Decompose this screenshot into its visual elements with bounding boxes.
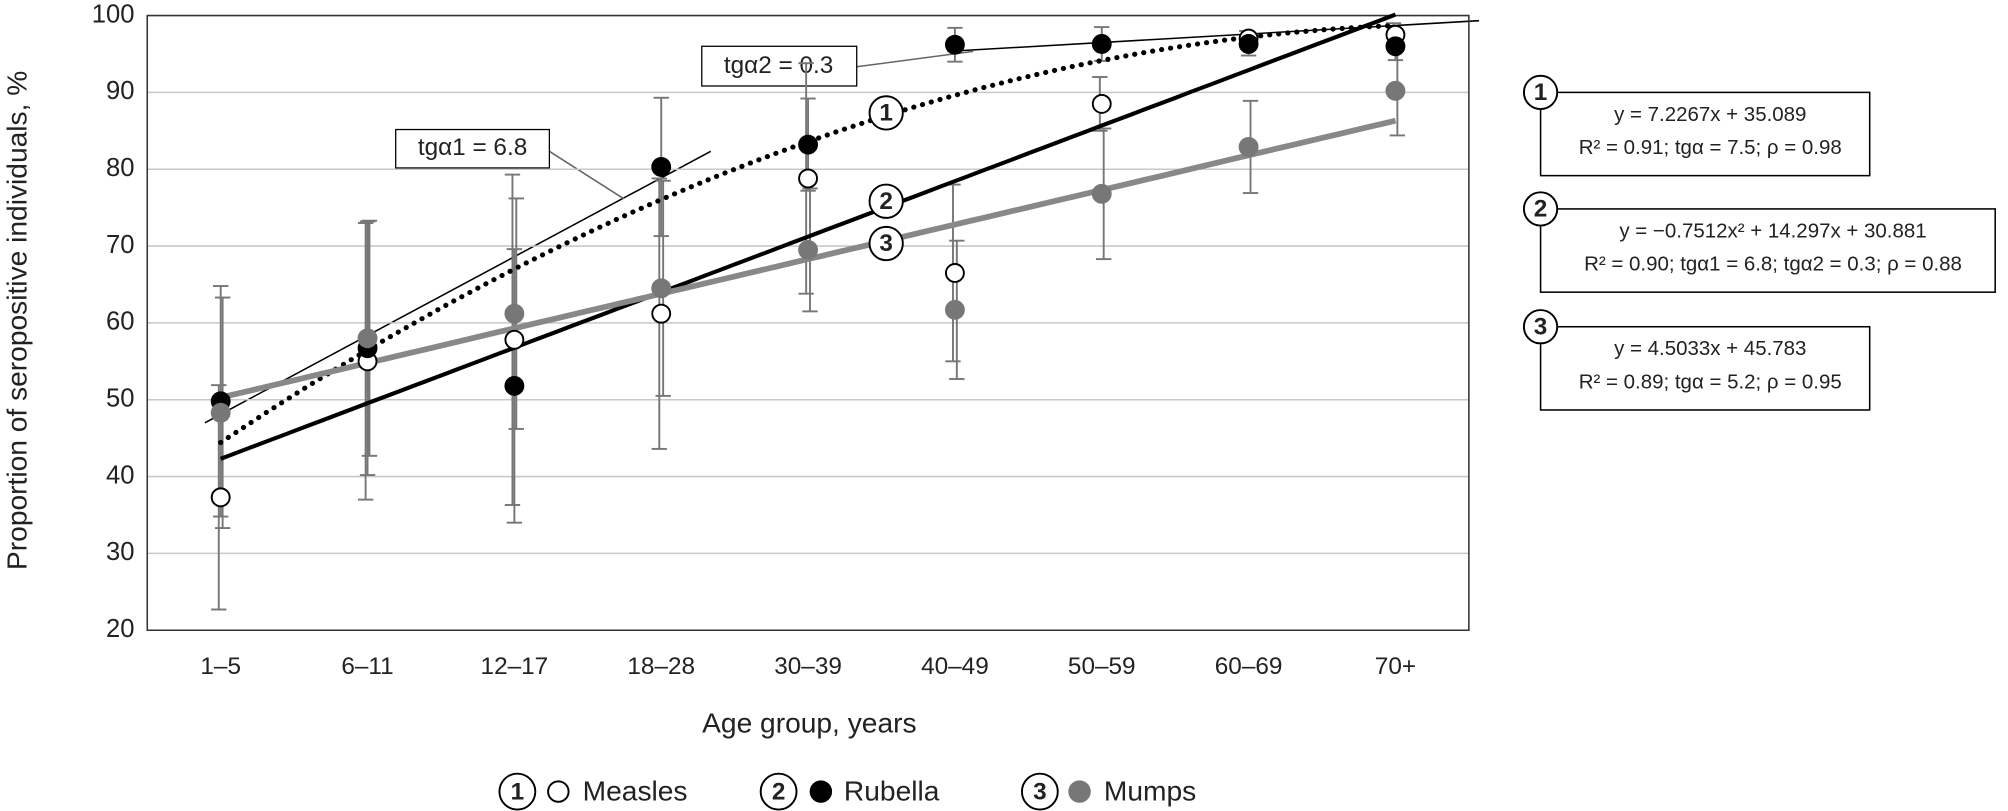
- equation: y = 4.5033x + 45.783: [1614, 337, 1806, 360]
- tangent-line: [204, 150, 712, 424]
- data-point: [210, 487, 231, 508]
- x-tick-label: 40–49: [921, 653, 989, 680]
- x-tick-label: 1–5: [200, 653, 241, 680]
- legend-marker: [809, 780, 833, 803]
- annotation-box: [701, 45, 858, 87]
- number-badge-label: 2: [772, 778, 786, 805]
- data-point: [210, 402, 231, 423]
- legend-label: Rubella: [844, 774, 940, 806]
- annotation: tgα2 = 0.3: [724, 52, 833, 79]
- x-axis-title: Age group, years: [702, 706, 916, 738]
- data-point: [798, 168, 818, 189]
- y-tick-label: 70: [106, 231, 134, 259]
- annotation-box: [395, 128, 551, 169]
- x-tick-label: 70+: [1375, 653, 1416, 680]
- number-badge-label: 1: [511, 778, 525, 805]
- leader-line: [548, 150, 625, 200]
- legend-label: Mumps: [1104, 774, 1196, 806]
- number-badge: [868, 225, 904, 262]
- equation-stats: R² = 0.89; tgα = 5.2; ρ = 0.95: [1579, 370, 1842, 393]
- number-badge: [1522, 309, 1559, 345]
- equation-stats: R² = 0.91; tgα = 7.5; ρ = 0.98: [1579, 136, 1842, 159]
- number-badge-label: 2: [1534, 196, 1548, 223]
- data-point: [651, 303, 672, 324]
- number-badge-label: 1: [1534, 79, 1548, 106]
- data-point: [504, 375, 525, 396]
- data-point: [1385, 80, 1406, 101]
- legend-marker: [547, 780, 570, 803]
- number-badge: [1522, 74, 1559, 110]
- x-tick-label: 6–11: [341, 653, 393, 680]
- data-point: [1091, 34, 1112, 54]
- equation-stats: R² = 0.90; tgα1 = 6.8; tgα2 = 0.3; ρ = 0…: [1584, 253, 1962, 276]
- y-tick-label: 50: [106, 385, 134, 413]
- x-tick-label: 12–17: [481, 653, 549, 680]
- data-point: [504, 303, 525, 324]
- equation-box: [1539, 208, 1996, 293]
- trend-line: [218, 22, 1399, 446]
- data-point: [504, 329, 525, 350]
- number-badge: [1020, 772, 1059, 811]
- y-tick-label: 80: [106, 154, 134, 182]
- plot-frame: [146, 14, 1470, 632]
- number-badge: [868, 95, 904, 131]
- annotation: tgα1 = 6.8: [418, 134, 527, 161]
- tangent-line: [947, 19, 1480, 53]
- data-point: [944, 299, 965, 320]
- y-tick-label: 30: [106, 538, 134, 566]
- legend-label: Measles: [583, 774, 688, 806]
- y-tick-label: 90: [106, 77, 134, 105]
- data-point: [1238, 137, 1259, 157]
- number-badge: [759, 772, 798, 811]
- data-point: [798, 134, 818, 155]
- x-tick-label: 18–28: [627, 653, 695, 680]
- data-point: [1385, 36, 1406, 57]
- data-point: [798, 239, 818, 260]
- y-axis-title: Proportion of seropositive individuals, …: [1, 71, 33, 570]
- number-badge-label: 3: [1534, 313, 1548, 340]
- y-tick-label: 60: [106, 308, 134, 336]
- number-badge-label: 3: [879, 230, 893, 257]
- x-tick-label: 50–59: [1068, 653, 1136, 680]
- x-tick-label: 30–39: [774, 653, 842, 680]
- data-point: [357, 328, 378, 349]
- x-tick-label: 60–69: [1215, 653, 1283, 680]
- data-point: [944, 34, 965, 55]
- number-badge: [498, 772, 537, 811]
- data-point: [1091, 183, 1112, 204]
- number-badge-label: 2: [879, 188, 893, 215]
- trend-line: [219, 12, 1397, 461]
- equation: y = −0.7512x² + 14.297x + 30.881: [1619, 219, 1926, 242]
- data-point: [1091, 93, 1112, 114]
- data-point: [651, 156, 672, 177]
- y-tick-label: 20: [106, 615, 134, 643]
- data-point: [651, 278, 672, 299]
- equation-box: [1539, 91, 1871, 177]
- data-point: [1238, 34, 1259, 54]
- equation: y = 7.2267x + 35.089: [1614, 103, 1806, 126]
- number-badge-label: 1: [879, 100, 893, 127]
- data-point: [944, 263, 965, 283]
- y-tick-label: 100: [92, 0, 135, 28]
- equation-box: [1539, 325, 1871, 411]
- number-badge: [1522, 191, 1559, 227]
- number-badge: [868, 183, 904, 219]
- y-tick-label: 40: [106, 461, 134, 489]
- legend-marker: [1068, 780, 1091, 803]
- number-badge-label: 3: [1033, 778, 1047, 805]
